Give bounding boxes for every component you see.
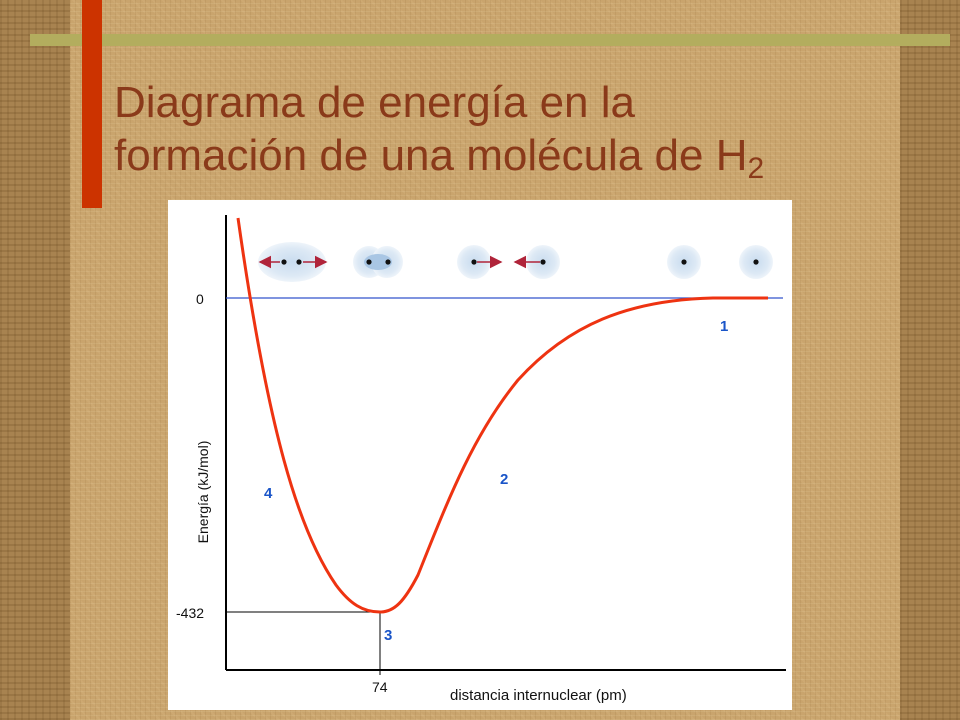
background-texture-right xyxy=(900,0,960,720)
point-label-4: 4 xyxy=(264,485,273,502)
y-tick-zero: 0 xyxy=(196,291,204,307)
decorative-red-bar xyxy=(82,0,102,208)
decorative-top-stripe xyxy=(30,34,950,46)
x-tick-min: 74 xyxy=(372,679,388,695)
atoms-bonded-illustration xyxy=(353,246,403,278)
x-axis-title: distancia internuclear (pm) xyxy=(450,687,627,704)
atoms-attraction-illustration xyxy=(457,245,560,279)
atoms-repulsion-illustration xyxy=(258,242,328,282)
y-axis-title: Energía (kJ/mol) xyxy=(195,441,211,544)
slide-title: Diagrama de energía en la formación de u… xyxy=(114,76,944,195)
slide-title-line2-text: formación de una molécula de H xyxy=(114,131,748,180)
slide-title-subscript: 2 xyxy=(747,152,765,185)
point-label-2: 2 xyxy=(500,471,508,488)
point-label-1: 1 xyxy=(720,318,728,335)
y-tick-min: -432 xyxy=(176,605,204,621)
atoms-separated-illustration xyxy=(667,245,773,279)
background-texture-left xyxy=(0,0,70,720)
energy-diagram: 0 -432 74 Energía (kJ/mol) distancia int… xyxy=(176,215,786,704)
potential-energy-curve xyxy=(236,217,768,614)
slide-title-line2: formación de una molécula de H2 xyxy=(114,129,944,195)
energy-diagram-panel: 0 -432 74 Energía (kJ/mol) distancia int… xyxy=(168,200,792,710)
slide-title-line1: Diagrama de energía en la xyxy=(114,78,635,127)
point-label-3: 3 xyxy=(384,627,392,644)
